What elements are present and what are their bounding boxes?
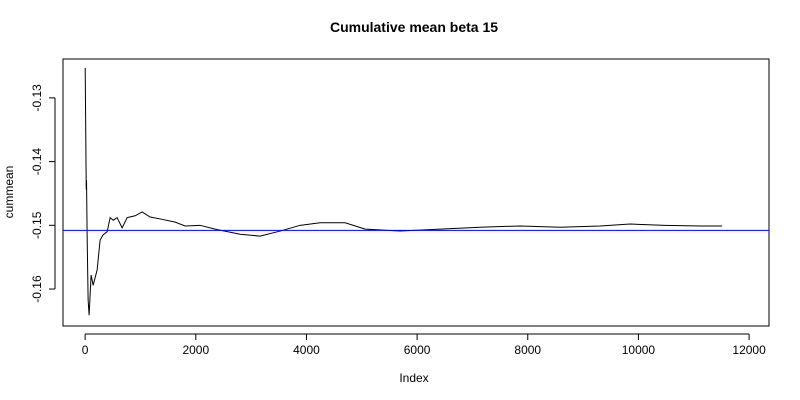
x-tick-label: 10000	[622, 343, 656, 357]
x-tick-label: 12000	[732, 343, 766, 357]
x-tick-label: 0	[82, 343, 89, 357]
data-line	[84, 67, 723, 316]
y-tick-label: -0.16	[30, 275, 44, 303]
y-tick-label: -0.13	[30, 84, 44, 112]
chart-title: Cumulative mean beta 15	[330, 19, 498, 35]
plot-frame	[62, 58, 770, 327]
x-axis-label: Index	[399, 371, 428, 385]
y-axis-label: cummean	[2, 166, 16, 219]
y-tick-label: -0.15	[30, 211, 44, 239]
x-tick-label: 4000	[293, 343, 320, 357]
y-tick-label: -0.14	[30, 148, 44, 176]
x-tick-label: 8000	[514, 343, 541, 357]
x-tick-label: 2000	[182, 343, 209, 357]
x-tick-label: 6000	[404, 343, 431, 357]
